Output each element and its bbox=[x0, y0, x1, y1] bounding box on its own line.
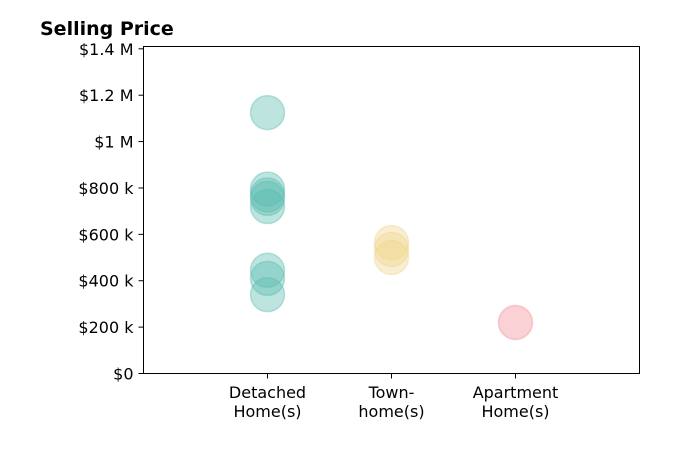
y-tick-label: $1 M bbox=[94, 133, 133, 152]
x-axis: DetachedHome(s)Town-home(s)ApartmentHome… bbox=[229, 373, 559, 421]
data-point bbox=[249, 94, 286, 131]
x-tick-label: Town- bbox=[368, 383, 415, 402]
plot-area-frame bbox=[143, 46, 640, 374]
y-tick-label: $1.4 M bbox=[79, 40, 134, 59]
chart-title: Selling Price bbox=[40, 18, 174, 40]
data-point bbox=[249, 276, 286, 313]
data-point bbox=[373, 224, 410, 261]
y-tick-label: $200 k bbox=[78, 318, 134, 337]
y-tick-label: $800 k bbox=[78, 179, 134, 198]
y-tick-label: $600 k bbox=[78, 225, 134, 244]
data-point bbox=[249, 188, 286, 225]
x-tick-label: Home(s) bbox=[481, 402, 549, 421]
y-tick-label: $400 k bbox=[78, 272, 134, 291]
y-tick-label: $1.2 M bbox=[79, 86, 134, 105]
data-point bbox=[249, 171, 286, 207]
data-point bbox=[249, 260, 286, 297]
y-axis: $0 $200 k $400 k $600 k $800 k $1 M $1.2 M $1.4… bbox=[78, 40, 144, 384]
data-point bbox=[373, 239, 410, 276]
x-tick-label: Apartment bbox=[473, 383, 559, 402]
x-tick-label: Detached bbox=[229, 383, 306, 402]
data-point bbox=[249, 252, 286, 289]
data-point bbox=[497, 304, 534, 341]
data-point bbox=[249, 177, 286, 213]
x-tick-label: Home(s) bbox=[233, 402, 301, 421]
y-tick-label: $0 bbox=[113, 365, 133, 384]
x-tick-label: home(s) bbox=[358, 402, 424, 421]
data-points bbox=[249, 94, 534, 341]
data-point bbox=[373, 231, 410, 268]
data-point bbox=[249, 180, 286, 217]
